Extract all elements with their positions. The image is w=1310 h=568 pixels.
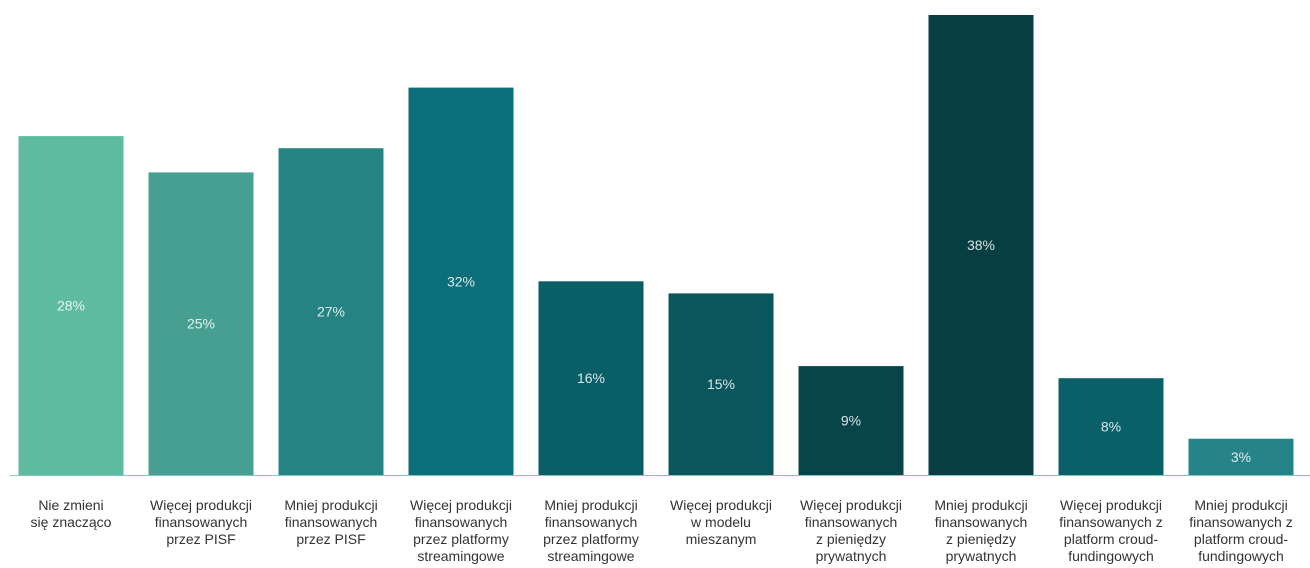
category-label-3: Mniej produkcji finansowanych przez PISF	[284, 497, 377, 547]
bar-2	[148, 172, 254, 475]
value-label-2: 25%	[187, 316, 215, 332]
value-label-4: 32%	[447, 273, 475, 289]
category-label-line: się znacząco	[31, 514, 112, 530]
category-label-line: Więcej produkcji	[410, 497, 512, 513]
category-label-line: streamingowe	[547, 548, 634, 564]
category-label-line: Więcej produkcji	[1060, 497, 1162, 513]
category-label-line: w modelu	[690, 514, 751, 530]
category-label-2: Więcej produkcji finansowanych przez PISF	[150, 497, 252, 547]
category-label-line: Mniej produkcji	[934, 497, 1027, 513]
value-label-9: 8%	[1101, 419, 1121, 435]
value-label-1: 28%	[57, 298, 85, 314]
value-label-7: 9%	[841, 413, 861, 429]
category-label-line: finansowanych	[415, 514, 508, 530]
category-label-line: finansowanych	[155, 514, 248, 530]
category-label-line: finansowanych	[285, 514, 378, 530]
category-label-6: Więcej produkcji w modelu mieszanym	[670, 497, 772, 547]
value-label-8: 38%	[967, 237, 995, 253]
category-label-line: Mniej produkcji	[284, 497, 377, 513]
category-label-line: finansowanych	[935, 514, 1028, 530]
category-label-9: Więcej produkcji finansowanych z platform …	[1059, 497, 1163, 564]
bar-10	[1188, 438, 1294, 475]
category-label-10: Mniej produkcji finansowanych z platform c…	[1189, 497, 1293, 564]
value-labels-group: 28% 25% 27% 32% 16% 15% 9% 38% 8% 3%	[57, 237, 1251, 465]
category-label-line: Więcej produkcji	[150, 497, 252, 513]
category-label-line: fundingowych	[1198, 548, 1284, 564]
category-label-line: streamingowe	[417, 548, 504, 564]
bar-9	[1058, 378, 1164, 475]
category-label-line: Mniej produkcji	[544, 497, 637, 513]
category-label-line: fundingowych	[1068, 548, 1154, 564]
bar-1	[18, 136, 124, 475]
bars-group	[18, 15, 1294, 475]
category-label-line: mieszanym	[686, 531, 757, 547]
value-label-3: 27%	[317, 304, 345, 320]
category-label-line: finansowanych z	[1059, 514, 1163, 530]
value-label-10: 3%	[1231, 449, 1251, 465]
category-label-line: Nie zmieni	[38, 497, 103, 513]
category-label-line: przez PISF	[296, 531, 365, 547]
category-label-line: Więcej produkcji	[670, 497, 772, 513]
category-label-line: przez platformy	[413, 531, 509, 547]
category-label-line: platform croud-	[1194, 531, 1288, 547]
category-label-1: Nie zmieni się znacząco	[31, 497, 112, 530]
category-label-line: przez PISF	[166, 531, 235, 547]
category-label-line: prywatnych	[816, 548, 887, 564]
value-label-5: 16%	[577, 370, 605, 386]
category-label-line: z pieniędzy	[816, 531, 886, 547]
bar-5	[538, 281, 644, 475]
bar-8	[928, 15, 1034, 475]
category-label-line: z pieniędzy	[946, 531, 1016, 547]
category-label-4: Więcej produkcji finansowanych przez platf…	[410, 497, 512, 564]
category-label-7: Więcej produkcji finansowanych z pieniędzy…	[800, 497, 902, 564]
category-label-line: finansowanych	[545, 514, 638, 530]
bar-3	[278, 148, 384, 475]
category-label-5: Mniej produkcji finansowanych przez platfo…	[543, 497, 639, 564]
value-label-6: 15%	[707, 376, 735, 392]
bar-4	[408, 87, 514, 475]
bar-7	[798, 366, 904, 475]
category-label-line: Mniej produkcji	[1194, 497, 1287, 513]
category-label-8: Mniej produkcji finansowanych z pieniędzy p…	[934, 497, 1027, 564]
bar-6	[668, 293, 774, 475]
category-label-line: Więcej produkcji	[800, 497, 902, 513]
category-label-line: prywatnych	[946, 548, 1017, 564]
category-label-line: finansowanych z	[1189, 514, 1293, 530]
category-label-line: finansowanych	[805, 514, 898, 530]
category-label-line: platform croud-	[1064, 531, 1158, 547]
category-label-line: przez platformy	[543, 531, 639, 547]
